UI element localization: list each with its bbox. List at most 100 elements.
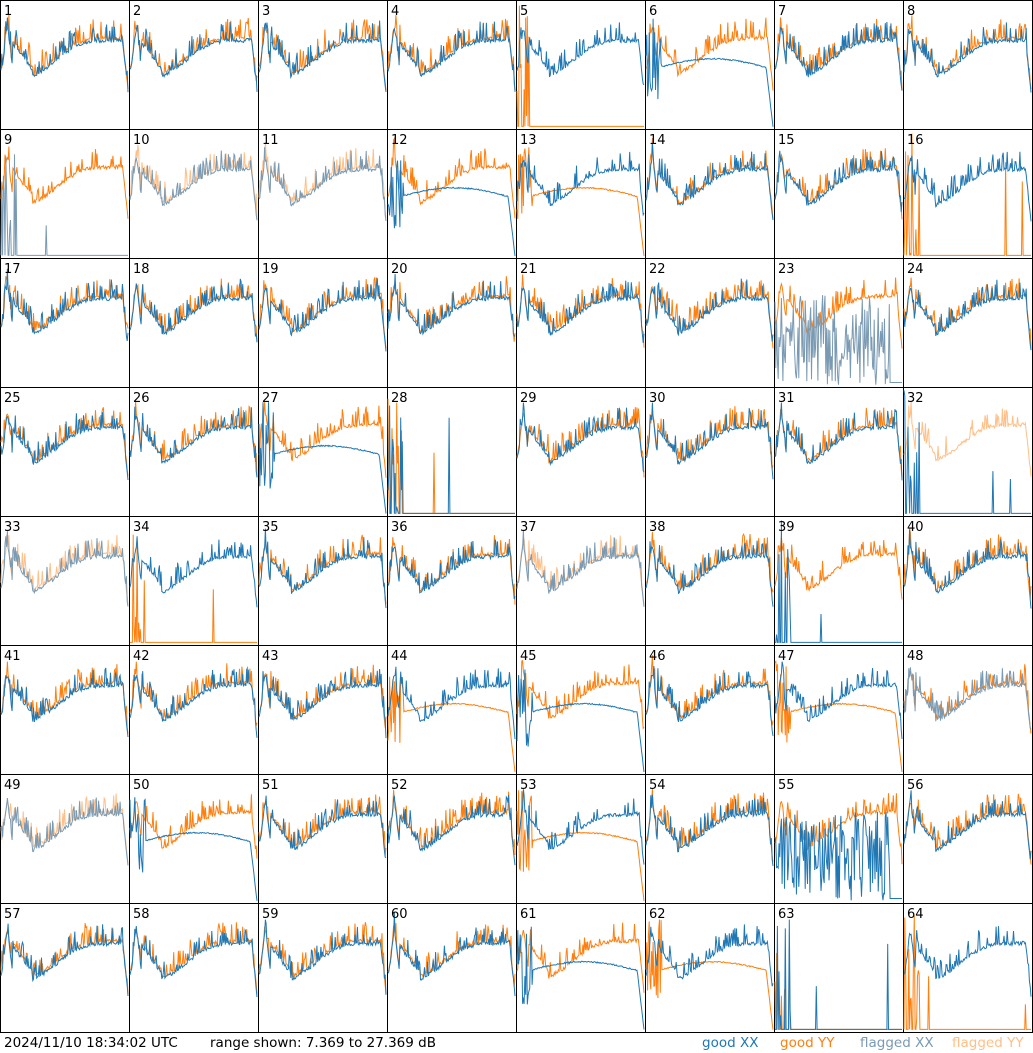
panel-label: 11 [262, 133, 279, 148]
panel-label: 57 [4, 907, 21, 922]
series-yy-panel-40 [903, 528, 1032, 599]
panel-label: 62 [649, 907, 666, 922]
series-xx-panel-12 [387, 160, 516, 257]
panel-label: 15 [778, 133, 795, 148]
panel-label: 13 [520, 133, 537, 148]
series-yy-panel-2 [129, 17, 258, 81]
panel-15: 15 [774, 133, 903, 220]
panel-label: 4 [391, 4, 399, 19]
legend-good-xx: good XX [702, 1033, 758, 1053]
panel-label: 29 [520, 391, 537, 406]
series-yy-panel-14 [645, 138, 774, 220]
series-yy-panel-48 [903, 664, 1032, 734]
panel-33: 33 [0, 520, 129, 607]
panel-label: 58 [133, 907, 150, 922]
series-xx-panel-54 [645, 794, 774, 866]
panel-label: 42 [133, 649, 150, 664]
panel-8: 8 [903, 4, 1032, 93]
series-xx-panel-51 [258, 795, 387, 859]
series-yy-panel-19 [258, 276, 387, 349]
panel-62: 62 [645, 907, 774, 1030]
series-yy-panel-39 [774, 536, 903, 600]
panel-43: 43 [258, 649, 387, 739]
panel-label: 18 [133, 262, 150, 277]
panel-48: 48 [903, 649, 1032, 734]
series-xx-panel-45 [516, 669, 645, 773]
series-yy-panel-23 [774, 277, 903, 349]
panel-11: 11 [258, 133, 387, 221]
panel-label: 55 [778, 778, 795, 793]
panel-label: 21 [520, 262, 537, 277]
panel-19: 19 [258, 262, 387, 352]
series-xx-panel-28 [387, 405, 515, 514]
panel-6: 6 [645, 4, 774, 127]
series-xx-panel-11 [258, 147, 387, 221]
panel-31: 31 [774, 391, 903, 481]
series-xx-panel-52 [387, 795, 516, 866]
panel-label: 8 [907, 4, 915, 19]
series-xx-panel-20 [387, 273, 516, 337]
panel-label: 19 [262, 262, 279, 277]
series-yy-panel-44 [387, 673, 516, 773]
series-xx-panel-23 [774, 295, 902, 385]
panel-label: 7 [778, 4, 786, 19]
panel-34: 34 [129, 520, 258, 643]
series-xx-panel-34 [129, 536, 258, 608]
series-yy-panel-41 [0, 661, 129, 734]
panel-29: 29 [516, 391, 645, 478]
panel-label: 47 [778, 649, 795, 664]
panel-label: 33 [4, 520, 21, 535]
panel-label: 60 [391, 907, 408, 922]
panel-label: 20 [391, 262, 408, 277]
panel-21: 21 [516, 262, 645, 348]
series-xx-panel-13 [516, 151, 645, 217]
series-xx-panel-14 [645, 143, 774, 221]
panel-61: 61 [516, 907, 645, 1030]
panel-label: 53 [520, 778, 537, 793]
series-yy-panel-17 [0, 276, 129, 333]
panel-4: 4 [387, 4, 516, 92]
panel-51: 51 [258, 778, 387, 859]
series-xx-panel-17 [0, 268, 129, 341]
series-xx-panel-40 [903, 529, 1032, 609]
panel-57: 57 [0, 907, 129, 997]
series-yy-panel-6 [645, 17, 774, 91]
series-xx-panel-7 [774, 21, 903, 91]
series-yy-panel-27 [258, 402, 387, 478]
series-yy-panel-57 [0, 923, 129, 994]
series-xx-panel-25 [0, 412, 129, 481]
panel-label: 43 [262, 649, 279, 664]
series-yy-panel-7 [774, 17, 903, 91]
series-xx-panel-62 [645, 924, 774, 987]
series-yy-panel-28 [387, 398, 515, 514]
panel-label: 12 [391, 133, 408, 148]
series-xx-panel-21 [516, 280, 645, 344]
series-xx-panel-3 [258, 20, 387, 93]
panel-9: 9 [0, 133, 129, 256]
series-yy-panel-29 [516, 407, 645, 478]
panel-label: 45 [520, 649, 537, 664]
panel-13: 13 [516, 133, 645, 257]
series-xx-panel-15 [774, 150, 903, 212]
series-yy-panel-13 [516, 147, 645, 257]
panel-30: 30 [645, 391, 774, 480]
panel-label: 14 [649, 133, 666, 148]
series-yy-panel-34 [130, 534, 257, 643]
series-xx-panel-59 [258, 919, 387, 995]
series-yy-panel-47 [774, 660, 903, 773]
panel-label: 49 [4, 778, 21, 793]
series-xx-panel-57 [0, 923, 129, 997]
panel-45: 45 [516, 649, 645, 773]
series-yy-panel-45 [516, 659, 645, 730]
series-xx-panel-38 [645, 540, 774, 607]
series-yy-panel-31 [774, 407, 903, 478]
legend-good-yy-word: good [780, 1035, 814, 1051]
panel-52: 52 [387, 778, 516, 866]
panel-27: 27 [258, 391, 387, 514]
panel-40: 40 [903, 520, 1032, 609]
panel-label: 34 [133, 520, 150, 535]
panel-23: 23 [774, 262, 903, 385]
series-yy-panel-12 [387, 136, 516, 219]
panel-label: 16 [907, 133, 924, 148]
series-xx-panel-22 [645, 278, 774, 342]
